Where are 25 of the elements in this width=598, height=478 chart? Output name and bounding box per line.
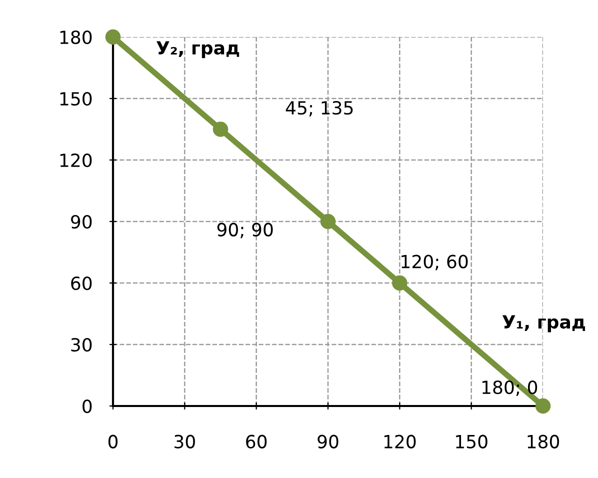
y-axis-title: У₂, град [156, 41, 240, 58]
y-tick-label: 150 [60, 92, 92, 106]
point [212, 122, 228, 137]
x-tick-label: 120 [384, 434, 416, 448]
annotation: 45; 135 [286, 101, 353, 117]
x-tick-label: 180 [528, 434, 560, 448]
y-tick-label: 90 [71, 214, 92, 229]
y-tick-label: 120 [60, 153, 92, 168]
point [320, 214, 336, 230]
point [105, 29, 121, 45]
x-tick-label: 30 [174, 434, 195, 448]
x-axis-title: У₁, град [502, 315, 585, 332]
x-tick-label: 0 [108, 434, 118, 448]
y-tick-label: 180 [60, 30, 92, 44]
annotation: 120; 60 [402, 254, 468, 270]
annotation: 90; 90 [217, 222, 273, 238]
annotation: 180; 0 [482, 380, 538, 396]
point [535, 398, 551, 414]
y-tick-label: 30 [71, 338, 92, 352]
x-tick-label: 90 [318, 434, 338, 448]
x-tick-label: 60 [246, 434, 267, 448]
y-tick-label: 0 [82, 399, 92, 414]
point [392, 275, 408, 291]
x-tick-label: 150 [456, 434, 488, 448]
y-tick-label: 60 [71, 276, 92, 290]
